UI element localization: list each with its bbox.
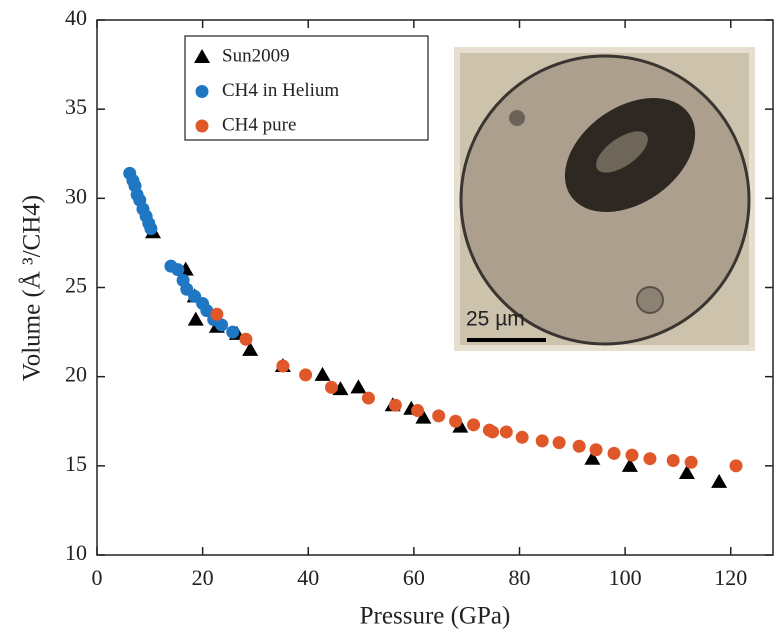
y-tick-label: 35 xyxy=(65,94,87,119)
x-tick-label: 100 xyxy=(609,565,642,590)
data-point xyxy=(171,263,185,277)
x-tick-label: 120 xyxy=(714,565,747,590)
data-point xyxy=(200,304,214,318)
x-tick-label: 20 xyxy=(192,565,214,590)
data-point xyxy=(572,439,586,453)
data-point xyxy=(239,332,253,346)
data-point xyxy=(589,443,603,457)
data-point xyxy=(314,366,331,381)
y-tick-label: 10 xyxy=(65,540,87,565)
data-point xyxy=(332,381,349,396)
data-point xyxy=(643,452,657,466)
y-tick-label: 15 xyxy=(65,451,87,476)
legend-label: Sun2009 xyxy=(222,45,290,66)
data-point xyxy=(711,473,728,488)
data-point xyxy=(187,311,204,326)
data-point xyxy=(678,464,695,479)
data-point xyxy=(486,425,500,439)
legend-marker xyxy=(195,85,209,98)
data-point xyxy=(467,418,481,432)
data-point xyxy=(607,446,621,460)
data-point xyxy=(552,436,566,450)
y-tick-label: 40 xyxy=(65,5,87,30)
data-point xyxy=(350,379,367,394)
data-point xyxy=(625,448,639,462)
data-point xyxy=(361,391,375,405)
data-point xyxy=(210,307,224,321)
data-point xyxy=(684,455,698,469)
data-point xyxy=(535,434,549,448)
inset-photo: 25 µm xyxy=(454,47,755,351)
legend-marker xyxy=(195,119,209,133)
data-point xyxy=(449,414,463,428)
x-tick-label: 0 xyxy=(92,565,103,590)
y-axis-label: Volume (Å ³/CH4) xyxy=(19,195,46,381)
data-point xyxy=(411,404,425,418)
data-point xyxy=(299,368,313,382)
legend-label: CH4 in Helium xyxy=(222,80,339,101)
data-point xyxy=(432,409,446,423)
x-tick-label: 80 xyxy=(509,565,531,590)
data-point xyxy=(621,457,638,472)
x-axis-label: Pressure (GPa) xyxy=(360,603,511,630)
data-point xyxy=(415,409,432,424)
data-point xyxy=(584,450,601,465)
data-point xyxy=(226,325,240,339)
legend-marker xyxy=(194,49,210,63)
scale-bar-label: 25 µm xyxy=(466,308,525,331)
data-point xyxy=(144,222,158,236)
data-point xyxy=(666,453,680,467)
data-point xyxy=(215,318,229,332)
y-tick-label: 25 xyxy=(65,273,87,298)
legend-box xyxy=(184,35,429,141)
y-tick-label: 30 xyxy=(65,183,87,208)
data-point xyxy=(729,459,743,473)
data-point xyxy=(276,359,290,373)
x-tick-label: 40 xyxy=(297,565,319,590)
data-point xyxy=(242,341,259,356)
data-point xyxy=(388,398,402,412)
legend-label: CH4 pure xyxy=(222,114,296,135)
x-tick-label: 60 xyxy=(403,565,425,590)
data-point xyxy=(499,425,513,439)
data-point xyxy=(324,380,338,394)
data-point xyxy=(515,430,529,444)
y-tick-label: 20 xyxy=(65,362,87,387)
